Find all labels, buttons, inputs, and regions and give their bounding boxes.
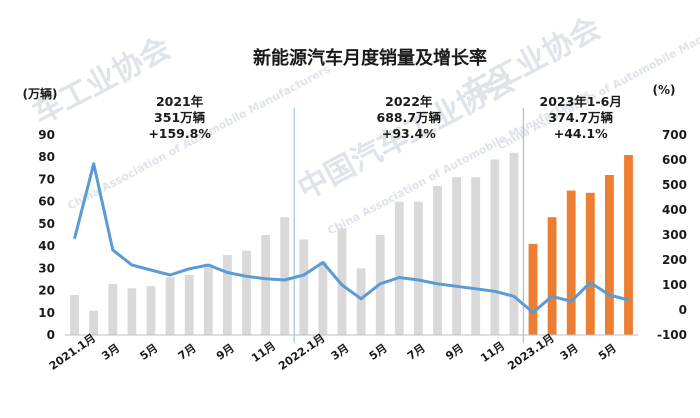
bar: [433, 186, 442, 335]
bar: [70, 295, 79, 335]
annotation-line: 374.7万辆: [548, 110, 613, 125]
annotation-line: +159.8%: [148, 126, 211, 141]
bar: [127, 288, 137, 335]
x-tick-label: 5月: [367, 341, 390, 362]
bar: [490, 159, 500, 335]
annotation-line: +44.1%: [554, 126, 608, 141]
annotation-line: 351万辆: [154, 110, 206, 125]
bar: [414, 201, 423, 335]
bar: [223, 255, 232, 335]
bar: [624, 155, 633, 335]
bar: [280, 217, 290, 335]
left-tick-label: 50: [38, 217, 55, 231]
bar: [585, 192, 595, 335]
bar: [299, 239, 309, 335]
left-tick-label: 30: [38, 261, 55, 275]
bar: [547, 217, 557, 335]
left-tick-label: 80: [38, 150, 55, 164]
x-tick-label: 7月: [176, 341, 199, 362]
left-tick-label: 20: [38, 284, 55, 298]
right-tick-label: 700: [662, 128, 687, 142]
bar: [261, 235, 270, 335]
x-tick-label: 5月: [596, 341, 619, 362]
left-tick-label: 90: [38, 128, 55, 142]
right-tick-label: 500: [662, 178, 687, 192]
x-tick-label: 11月: [249, 339, 278, 365]
growth-rate-line: [73, 162, 629, 314]
x-tick-label: 3月: [329, 341, 352, 362]
bar: [203, 263, 213, 335]
bar: [356, 268, 366, 335]
chart-title: 新能源汽车月度销量及增长率: [253, 47, 487, 69]
bar-series: [70, 152, 633, 335]
left-tick-label: 10: [38, 306, 55, 320]
x-tick-label: 5月: [138, 341, 161, 362]
x-tick-label: 7月: [405, 341, 428, 362]
bar: [318, 261, 328, 335]
right-tick-label: 400: [662, 203, 687, 217]
bar: [146, 286, 156, 335]
bar: [89, 310, 99, 335]
annotation-line: 688.7万辆: [377, 110, 442, 125]
bar: [242, 250, 251, 335]
x-tick-label: 9月: [443, 341, 466, 362]
right-tick-label: 300: [662, 228, 687, 242]
bar: [394, 201, 404, 335]
right-axis-ticks: -100 0 100 200 300 400 500 600 700: [657, 128, 687, 342]
bar: [337, 228, 347, 335]
x-tick-label: 2022.1月: [276, 331, 327, 372]
right-tick-label: 100: [662, 278, 687, 292]
left-tick-label: 0: [47, 328, 55, 342]
annotation-line: 2021年: [156, 94, 204, 109]
left-axis-ticks: 0 10 20 30 40 50 60 70 80 90: [38, 128, 55, 342]
x-tick-label: 9月: [214, 341, 237, 362]
annotation-line: +93.4%: [382, 126, 436, 141]
bar: [165, 277, 175, 335]
left-tick-label: 70: [38, 172, 55, 186]
bar: [528, 243, 538, 335]
x-tick-label: 11月: [478, 339, 507, 365]
right-tick-label: 600: [662, 153, 687, 167]
right-tick-label: -100: [657, 328, 687, 342]
bar: [452, 177, 461, 335]
bar: [471, 177, 481, 335]
right-axis-unit: (%): [653, 83, 676, 97]
bar: [566, 190, 576, 335]
x-tick-label: 3月: [99, 341, 122, 362]
left-axis-unit: (万辆): [23, 86, 58, 101]
annotation-line: 2023年1-6月: [540, 94, 622, 109]
bar: [184, 275, 194, 335]
x-tick-label: 3月: [558, 341, 581, 362]
bar: [108, 283, 118, 335]
left-tick-label: 40: [38, 239, 55, 253]
left-tick-label: 60: [38, 195, 55, 209]
bar: [509, 152, 519, 335]
right-tick-label: 0: [679, 303, 687, 317]
annotation-line: 2022年: [385, 94, 433, 109]
bar: [605, 175, 614, 335]
x-tick-label: 2023.1月: [505, 331, 556, 372]
right-tick-label: 200: [662, 253, 687, 267]
